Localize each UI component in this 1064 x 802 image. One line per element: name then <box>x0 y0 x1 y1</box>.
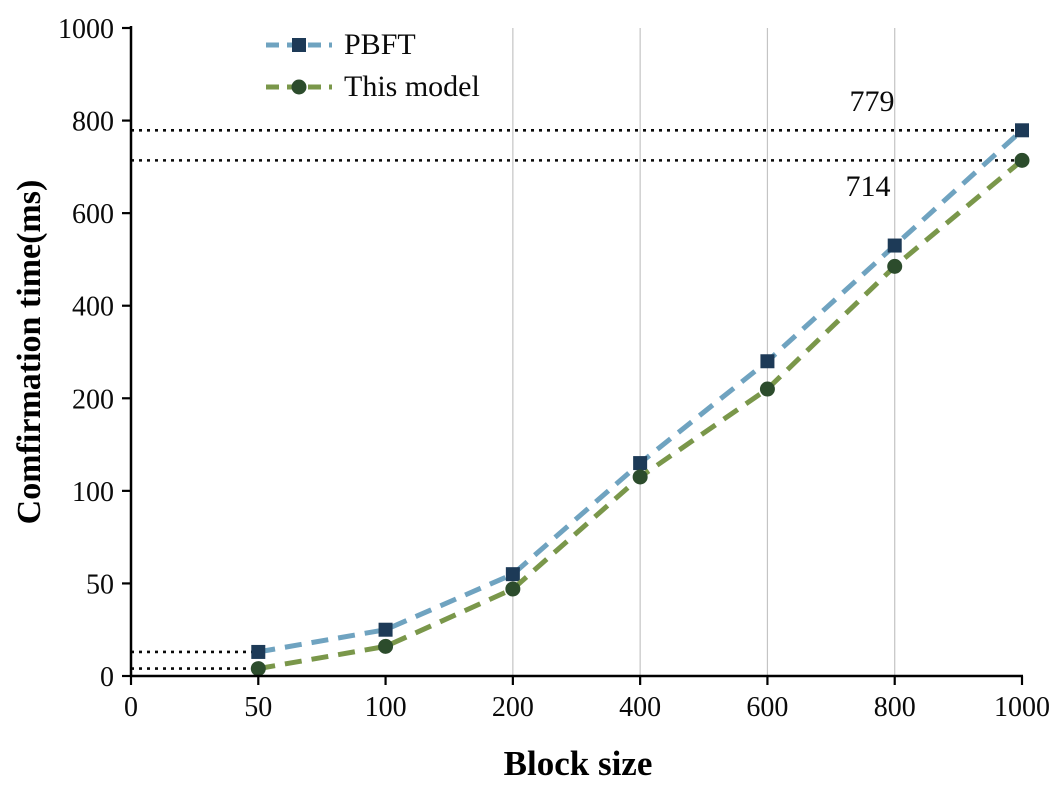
series-this-model <box>250 152 1030 677</box>
annotation-714: 714 <box>845 170 891 204</box>
pbft-data-point <box>251 644 266 659</box>
svg-text:200: 200 <box>72 384 114 415</box>
legend-label-this-model: This model <box>344 70 480 103</box>
svg-text:50: 50 <box>244 692 272 723</box>
svg-text:0: 0 <box>124 692 138 723</box>
this-model-dashed-line-circle-marker-swatch <box>266 79 332 95</box>
dotted-guide-lines <box>131 128 1022 670</box>
pbft-data-point <box>760 354 775 369</box>
svg-text:800: 800 <box>72 107 114 138</box>
svg-text:400: 400 <box>619 692 661 723</box>
legend-item-this-model: This model <box>264 68 480 106</box>
this-model-data-point <box>250 661 266 677</box>
legend-item-pbft: PBFT <box>264 26 480 64</box>
pbft-data-point <box>887 238 902 253</box>
this-model-data-point <box>505 581 521 597</box>
this-model-data-point <box>632 469 648 485</box>
gridlines <box>512 28 896 676</box>
this-model-data-point <box>1014 152 1030 168</box>
pbft-dashed-line-square-marker-swatch <box>266 38 332 52</box>
svg-text:0: 0 <box>100 662 114 693</box>
pbft-data-point <box>1015 123 1029 138</box>
svg-text:400: 400 <box>72 292 114 323</box>
legend: PBFT This model <box>264 26 480 106</box>
x-axis-title: Block size <box>503 744 653 783</box>
svg-text:600: 600 <box>746 692 788 723</box>
svg-text:800: 800 <box>874 692 916 723</box>
pbft-data-point <box>633 456 648 471</box>
this-model-data-point <box>378 638 394 654</box>
axes: 0 50 100 200 400 600 800 1000 0 50 100 200 400 600 800… <box>58 14 1050 723</box>
svg-text:1000: 1000 <box>994 692 1050 723</box>
svg-text:100: 100 <box>72 477 114 508</box>
annotation-779: 779 <box>849 85 895 119</box>
svg-text:1000: 1000 <box>58 14 114 45</box>
svg-text:600: 600 <box>72 199 114 230</box>
legend-label-pbft: PBFT <box>344 28 416 61</box>
pbft-data-point <box>505 567 520 582</box>
svg-text:200: 200 <box>492 692 534 723</box>
svg-text:50: 50 <box>86 569 114 600</box>
svg-text:100: 100 <box>365 692 407 723</box>
this-model-data-point <box>887 258 903 274</box>
series-pbft <box>251 123 1029 659</box>
pbft-data-point <box>378 622 393 637</box>
this-model-data-point <box>759 381 775 397</box>
